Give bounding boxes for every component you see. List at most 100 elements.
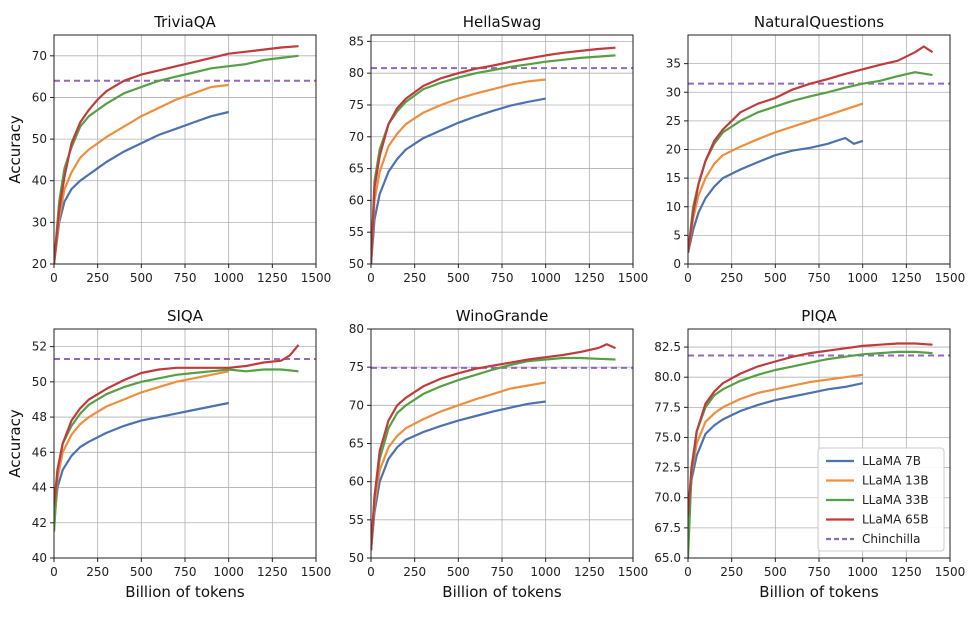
legend-label-llama-13b: LLaMA 13B: [862, 474, 929, 488]
triviaqa-xtick-label: 1500: [301, 271, 332, 285]
triviaqa-series-llama-7b: [54, 110, 229, 264]
legend-label-llama-7b: LLaMA 7B: [862, 454, 921, 468]
siqa-ytick-label: 46: [32, 445, 47, 459]
hellaswag-series-llama-7b: [371, 97, 546, 264]
siqa-ytick-label: 44: [32, 481, 47, 495]
winogrande-title: WinoGrande: [456, 307, 549, 325]
legend-label-chinchilla: Chinchilla: [862, 532, 920, 546]
panel-piqa: 0 250 500 750 1000 1250 1500 65.0 67.5 70.0 72.5 75…: [654, 307, 965, 601]
hellaswag-xtick-label: 250: [403, 271, 426, 285]
panel-hellaswag: 0 250 500 750 1000 1250 1500 50 55 60 65 70 75 80 85 He…: [349, 13, 649, 285]
piqa-xtick-label: 0: [684, 565, 692, 579]
siqa-ylabel: Accuracy: [6, 409, 24, 478]
triviaqa-ylabel: Accuracy: [6, 115, 24, 184]
winogrande-ytick-label: 75: [349, 360, 364, 374]
naturalquestions-xtick-label: 250: [720, 271, 743, 285]
piqa-series-llama-65b: [688, 342, 933, 516]
piqa-ytick-label: 77.5: [654, 400, 681, 414]
hellaswag-title: HellaSwag: [463, 13, 542, 31]
hellaswag-ytick-label: 70: [349, 130, 364, 144]
legend: LLaMA 7B LLaMA 13B LLaMA 33B LLaMA 65B Chinc…: [817, 447, 945, 552]
naturalquestions-ytick-label: 25: [666, 114, 681, 128]
winogrande-series-llama-13b: [371, 381, 546, 551]
winogrande-ytick-label: 80: [349, 322, 364, 336]
triviaqa-xtick-label: 0: [50, 271, 58, 285]
siqa-series-llama-13b: [54, 370, 229, 532]
siqa-xtick-label: 500: [130, 565, 153, 579]
piqa-title: PIQA: [801, 307, 837, 325]
piqa-ytick-label: 80.0: [654, 370, 681, 384]
triviaqa-ytick-label: 30: [32, 215, 47, 229]
hellaswag-series-llama-33b: [371, 54, 616, 264]
winogrande-ytick-label: 50: [349, 551, 364, 565]
siqa-ytick-label: 52: [32, 340, 47, 354]
siqa-series-llama-7b: [54, 401, 229, 523]
triviaqa-ytick-label: 60: [32, 90, 47, 104]
naturalquestions-title: NaturalQuestions: [754, 13, 884, 31]
triviaqa-ytick-label: 50: [32, 132, 47, 146]
piqa-xtick-label: 250: [720, 565, 743, 579]
triviaqa-xtick-label: 1000: [213, 271, 244, 285]
naturalquestions-ytick-label: 30: [666, 85, 681, 99]
hellaswag-ytick-label: 55: [349, 225, 364, 239]
siqa-title: SIQA: [167, 307, 204, 325]
naturalquestions-xtick-label: 0: [684, 271, 692, 285]
hellaswag-ytick-label: 85: [349, 34, 364, 48]
triviaqa-xtick-label: 750: [174, 271, 197, 285]
winogrande-ytick-label: 60: [349, 475, 364, 489]
naturalquestions-xtick-label: 1500: [935, 271, 966, 285]
naturalquestions-series-llama-13b: [688, 102, 864, 253]
winogrande-xtick-label: 500: [447, 565, 470, 579]
winogrande-series-llama-65b: [371, 343, 616, 551]
panel-winogrande: 0 250 500 750 1000 1250 1500 50 55 60 65 70 75 80 Wino…: [349, 307, 649, 601]
piqa-ytick-label: 72.5: [654, 461, 681, 475]
piqa-ytick-label: 67.5: [654, 521, 681, 535]
siqa-xlabel: Billion of tokens: [125, 583, 245, 601]
naturalquestions-ytick-label: 20: [666, 143, 681, 157]
piqa-xtick-label: 500: [764, 565, 787, 579]
siqa-xtick-label: 250: [86, 565, 109, 579]
hellaswag-series-llama-13b: [371, 78, 546, 264]
piqa-xtick-label: 750: [808, 565, 831, 579]
hellaswag-xtick-label: 1250: [574, 271, 605, 285]
triviaqa-ytick-label: 40: [32, 174, 47, 188]
winogrande-xlabel: Billion of tokens: [442, 583, 562, 601]
siqa-ytick-label: 40: [32, 551, 47, 565]
panel-naturalquestions: 0 250 500 750 1000 1250 1500 0 5 10 15 20 25 30 35 Natu…: [666, 13, 966, 285]
triviaqa-xtick-label: 250: [86, 271, 109, 285]
winogrande-ytick-label: 70: [349, 398, 364, 412]
naturalquestions-xtick-label: 500: [764, 271, 787, 285]
hellaswag-ytick-label: 80: [349, 66, 364, 80]
siqa-xtick-label: 0: [50, 565, 58, 579]
siqa-ytick-label: 50: [32, 375, 47, 389]
piqa-ytick-label: 75.0: [654, 430, 681, 444]
triviaqa-series-llama-65b: [54, 45, 299, 264]
piqa-xtick-label: 1250: [891, 565, 922, 579]
piqa-series-llama-13b: [688, 373, 863, 522]
naturalquestions-ytick-label: 5: [673, 228, 681, 242]
winogrande-xtick-label: 750: [491, 565, 514, 579]
siqa-xtick-label: 1500: [301, 565, 332, 579]
siqa-xtick-label: 1250: [257, 565, 288, 579]
piqa-ytick-label: 82.5: [654, 340, 681, 354]
naturalquestions-ytick-label: 0: [673, 257, 681, 271]
triviaqa-title: TriviaQA: [153, 13, 216, 31]
piqa-xtick-label: 1000: [847, 565, 878, 579]
naturalquestions-series-llama-7b: [688, 136, 864, 253]
winogrande-ytick-label: 65: [349, 437, 364, 451]
naturalquestions-xtick-label: 750: [808, 271, 831, 285]
siqa-xtick-label: 1000: [213, 565, 244, 579]
naturalquestions-xtick-label: 1250: [891, 271, 922, 285]
winogrande-series-llama-7b: [371, 400, 546, 551]
siqa-series-llama-33b: [54, 368, 299, 532]
naturalquestions-xtick-label: 1000: [847, 271, 878, 285]
piqa-series-llama-7b: [688, 382, 863, 522]
triviaqa-xtick-label: 500: [130, 271, 153, 285]
naturalquestions-series-llama-33b: [688, 71, 933, 253]
hellaswag-xtick-label: 0: [367, 271, 375, 285]
winogrande-xtick-label: 0: [367, 565, 375, 579]
siqa-xtick-label: 750: [174, 565, 197, 579]
siqa-ytick-label: 42: [32, 516, 47, 530]
legend-label-llama-65b: LLaMA 65B: [862, 513, 929, 527]
piqa-xtick-label: 1500: [935, 565, 966, 579]
